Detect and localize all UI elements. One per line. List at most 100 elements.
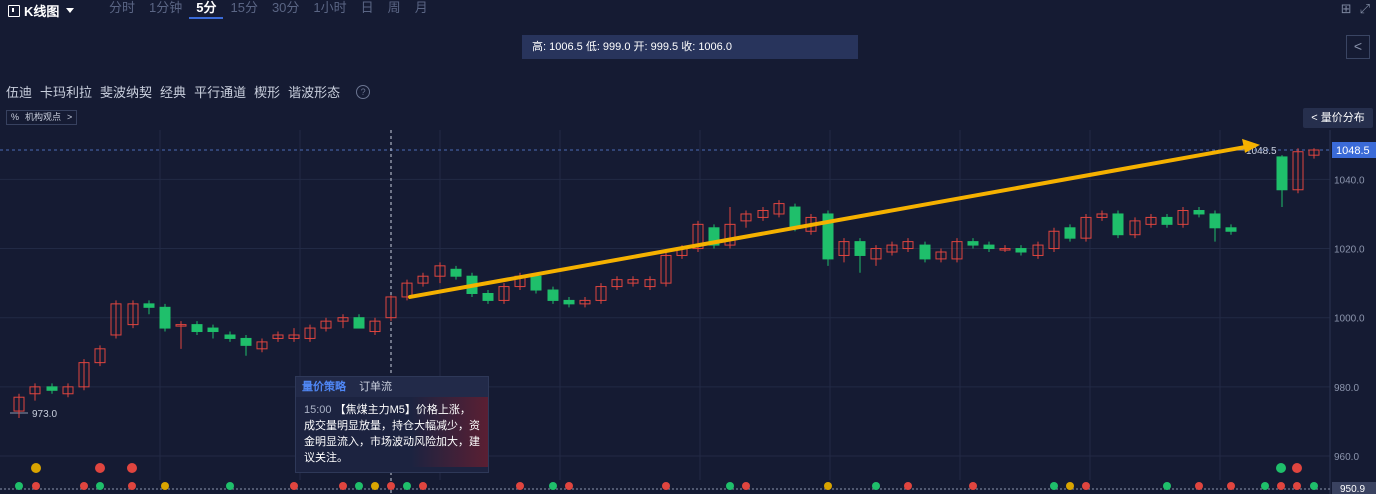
top-bar: K线图 分时 1分钟 5分 15分 30分 1小时日周月 ⊞ ⤢ [0,0,1376,24]
signal-marker [371,482,379,490]
candle-body [369,320,381,333]
candle-body [385,296,397,319]
signal-marker [226,482,234,490]
candle-body [1209,213,1221,229]
tool-item[interactable]: 谐波形态 [288,85,341,100]
candle-body [353,317,365,329]
period-tab[interactable]: 1小时 [313,0,347,15]
signal-marker [31,463,41,473]
tab-volume-strategy[interactable]: 量价策略 [302,381,346,393]
bottom-price-label: 950.9 [1340,484,1365,494]
signal-marker [726,482,734,490]
candle-body [644,279,656,288]
candle-body [1064,227,1076,239]
candle-body [272,334,284,339]
trend-arrow [408,143,1254,299]
chevron-right-icon: > [67,112,73,122]
candle-body [530,275,542,291]
signal-marker [549,482,557,490]
institution-view-button[interactable]: % 机构观点 > [6,110,78,125]
tool-item[interactable]: 经典 [160,85,187,100]
drawing-tools: 伍迪 卡玛利拉 斐波纳契 经典 平行通道 楔形 谐波形态? [6,82,371,101]
candle-body [1129,220,1141,236]
signal-marker [904,482,912,490]
bottom-price-badge [1332,482,1376,494]
signal-marker [824,482,832,490]
candle-body [1177,210,1189,225]
candle-body [304,327,316,339]
signal-marker [1293,482,1301,490]
period-tab[interactable]: 月 [414,0,428,15]
candle-body [401,282,413,298]
help-icon[interactable]: ? [356,84,371,99]
candle-body [1193,210,1205,215]
candle-body [78,362,90,388]
period-tab[interactable]: 15分 [230,0,258,15]
y-tick-label: 1000.0 [1334,314,1365,325]
signal-marker [419,482,427,490]
signal-marker [127,463,137,473]
tool-item[interactable]: 平行通道 [194,85,247,100]
candle-body [1112,213,1124,236]
signal-marker [1227,482,1235,490]
candle-body [902,241,914,250]
signal-marker [1163,482,1171,490]
signal-marker [1050,482,1058,490]
candle-body [1225,227,1237,232]
candle-body [46,386,58,391]
candle-body [740,213,752,222]
candle-body [838,241,850,256]
signal-marker [96,482,104,490]
chevron-left-icon: < [1311,112,1318,124]
period-tab[interactable]: 5分 [189,0,224,19]
candle-body [579,299,591,305]
signal-marker [80,482,88,490]
popup-body: 15:00 【焦煤主力M5】价格上涨，成交量明显放量，持仓大幅减少，资金明显流入… [296,397,488,467]
tool-item[interactable]: 楔形 [254,85,281,100]
candle-body [1015,248,1027,253]
candle-body [29,386,41,395]
candle-body [417,275,429,284]
candle-body [919,244,931,260]
candle-body [854,241,866,256]
candle-body [983,244,995,250]
strategy-popup: 量价策略 订单流 15:00 【焦煤主力M5】价格上涨，成交量明显放量，持仓大幅… [295,376,489,473]
low-marker-label: 973.0 [32,409,57,420]
period-tab[interactable]: 周 [387,0,401,15]
chevron-down-icon [66,8,75,13]
period-tab[interactable]: 30分 [271,0,300,15]
last-price-label: 1048.5 [1336,145,1370,157]
candle-body [1276,156,1288,191]
signal-marker [387,482,395,490]
volume-distribution-button[interactable]: < 量价分布 [1303,108,1373,128]
institution-view-label: 机构观点 [25,112,62,122]
period-tab[interactable]: 1分钟 [149,0,183,15]
tool-item[interactable]: 斐波纳契 [100,85,153,100]
candle-body [935,251,947,260]
candle-body [482,292,494,301]
tool-item[interactable]: 卡玛利拉 [40,85,93,100]
candle-body [1032,244,1044,256]
candle-body [159,306,171,329]
grid-icon[interactable]: ⊞ [1340,1,1352,16]
period-tab[interactable]: 日 [360,0,374,15]
chart-type-icon [8,4,20,17]
period-tab[interactable]: 分时 [109,0,136,15]
signal-marker [290,482,298,490]
collapse-button[interactable]: < [1346,35,1370,59]
tool-item[interactable]: 伍迪 [6,85,33,100]
candle-body [337,317,349,322]
percent-icon: % [11,112,20,122]
tab-order-flow[interactable]: 订单流 [359,381,393,393]
signal-marker [969,482,977,490]
popup-tabs: 量价策略 订单流 [296,377,488,397]
candle-body [110,303,122,336]
kline-selector[interactable]: K线图 [8,1,75,20]
y-tick-label: 1020.0 [1334,245,1365,256]
candle-body [886,244,898,253]
signal-marker [128,482,136,490]
expand-icon[interactable]: ⤢ [1359,1,1370,16]
candle-body [288,334,300,339]
signal-marker [1082,482,1090,490]
